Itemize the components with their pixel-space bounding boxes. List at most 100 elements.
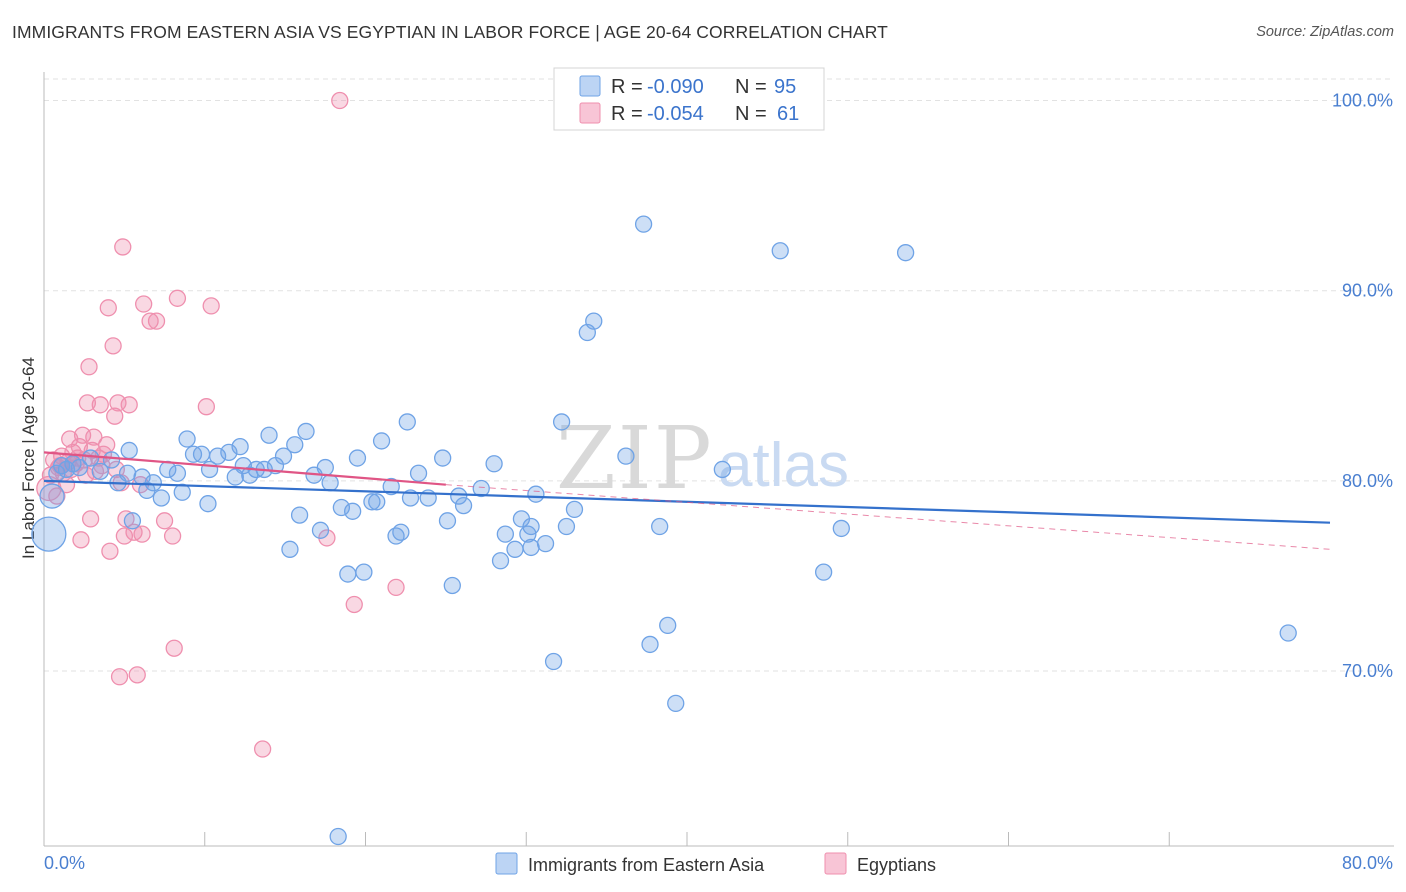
egyptians-points (36, 91, 405, 758)
trend-line-egyptians (43, 451, 446, 486)
eastern-asia-point-36 (274, 447, 293, 465)
eastern-asia-point-49 (355, 563, 373, 581)
eastern-asia-point-11 (118, 464, 137, 482)
eastern-asia-point-9 (102, 451, 121, 469)
egyptians-point-3 (48, 487, 66, 505)
eastern-asia-point-37 (281, 540, 299, 558)
egyptians-point-42 (128, 666, 146, 684)
eastern-asia-point-69 (506, 540, 524, 558)
eastern-asia-point-45 (332, 498, 351, 517)
egyptians-point-48 (155, 512, 174, 530)
egyptians-point-37 (114, 238, 132, 256)
series-legend-label-blue: Immigrants from Eastern Asia (528, 855, 765, 875)
eastern-asia-point-17 (152, 489, 170, 507)
legend-r-label-blue: R = (611, 76, 643, 98)
eastern-asia-point-44 (321, 474, 339, 492)
egyptians-point-40 (120, 396, 138, 414)
eastern-asia-point-62 (443, 576, 461, 595)
eastern-asia-point-52 (372, 432, 391, 450)
eastern-asia-point-20 (173, 483, 191, 501)
egyptians-point-28 (98, 436, 116, 454)
series-legend-swatch-pink (824, 852, 847, 875)
eastern-asia-point-13 (123, 512, 142, 530)
eastern-asia-point-39 (290, 506, 309, 524)
trend-line-eastern-asia (43, 479, 1331, 524)
eastern-asia-point-21 (178, 430, 196, 448)
eastern-asia-point-84 (641, 635, 659, 654)
series-legend-label-pink: Egyptians (857, 855, 936, 875)
eastern-asia-point-85 (651, 517, 669, 536)
eastern-asia-point-26 (208, 447, 227, 465)
eastern-asia-point-93 (1279, 624, 1297, 642)
eastern-asia-point-6 (70, 458, 89, 477)
legend-n-label-blue: N = (735, 76, 767, 98)
eastern-asia-point-79 (565, 500, 584, 519)
eastern-asia-point-75 (536, 534, 555, 553)
eastern-asia-point-56 (398, 413, 416, 431)
eastern-asia-point-53 (382, 477, 400, 496)
eastern-asia-point-42 (311, 521, 330, 539)
eastern-asia-point-83 (634, 215, 653, 233)
egyptians-point-20 (81, 510, 100, 528)
eastern-asia-point-90 (814, 563, 833, 581)
egyptians-point-50 (165, 639, 183, 657)
eastern-asia-point-24 (199, 495, 217, 513)
legend-n-value-pink: 61 (777, 103, 799, 125)
eastern-asia-point-74 (522, 538, 540, 557)
eastern-asia-point-67 (491, 552, 510, 570)
eastern-asia-point-12 (120, 441, 138, 460)
legend-n-label-pink: N = (735, 103, 767, 125)
eastern-asia-point-76 (544, 652, 563, 671)
eastern-asia-point-65 (472, 479, 490, 498)
egyptians-point-54 (253, 740, 272, 758)
y-tick-label-70: 70.0% (1342, 661, 1393, 681)
y-tick-label-80: 80.0% (1342, 471, 1393, 491)
eastern-asia-point-81 (585, 312, 603, 330)
x-tick-label-min: 0.0% (44, 853, 85, 873)
x-ticks (204, 832, 1170, 846)
series-legend-swatch-blue (495, 852, 518, 875)
legend-swatch-pink (579, 102, 601, 124)
x-tick-label-max: 80.0% (1342, 853, 1393, 873)
egyptians-point-38 (115, 527, 134, 545)
eastern-asia-point-82 (617, 447, 635, 465)
eastern-asia-point-16 (144, 474, 162, 492)
eastern-asia-point-77 (552, 413, 571, 431)
eastern-asia-points (31, 215, 1297, 846)
legend-r-value-blue: -0.090 (647, 76, 704, 98)
eastern-asia-point-60 (434, 449, 452, 467)
egyptians-point-47 (147, 312, 166, 330)
y-tick-labels: 70.0% 80.0% 90.0% 100.0% (1332, 91, 1393, 682)
eastern-asia-point-64 (454, 496, 473, 515)
egyptians-point-14 (72, 531, 90, 549)
egyptians-point-29 (99, 299, 117, 317)
egyptians-point-35 (110, 668, 129, 686)
eastern-asia-point-73 (527, 485, 545, 503)
watermark-atlas: atlas (718, 431, 849, 500)
eastern-asia-point-63 (450, 487, 468, 505)
chart-source: Source: ZipAtlas.com (1256, 24, 1394, 40)
eastern-asia-point-19 (168, 464, 187, 482)
trend-line-egyptians-extended (445, 484, 1331, 550)
legend-n-value-blue: 95 (774, 76, 796, 98)
eastern-asia-point-29 (231, 437, 249, 456)
egyptians-point-57 (345, 595, 363, 614)
eastern-asia-point-50 (363, 493, 381, 511)
legend-r-value-pink: -0.054 (647, 103, 704, 125)
egyptians-point-32 (106, 407, 124, 425)
eastern-asia-point-94 (329, 827, 347, 846)
eastern-asia-point-38 (286, 436, 304, 454)
eastern-asia-point-51 (368, 493, 386, 511)
egyptians-point-45 (135, 295, 153, 313)
egyptians-point-18 (78, 394, 97, 412)
egyptians-point-19 (80, 358, 98, 376)
eastern-asia-point-7 (81, 449, 100, 467)
eastern-asia-point-66 (485, 455, 503, 473)
eastern-asia-point-23 (192, 445, 211, 463)
eastern-asia-point-88 (713, 460, 732, 479)
grid-lines (44, 78, 1394, 672)
eastern-asia-point-58 (409, 464, 428, 482)
eastern-asia-point-87 (667, 694, 685, 713)
y-axis-title: In Labor Force | Age 20-64 (19, 357, 38, 559)
